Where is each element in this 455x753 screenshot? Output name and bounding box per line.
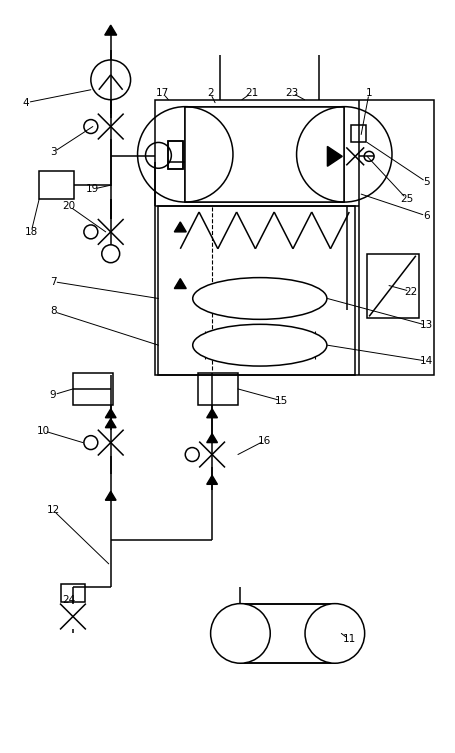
Text: 23: 23 — [284, 88, 298, 98]
Polygon shape — [105, 409, 116, 418]
Bar — [350, 124, 365, 142]
Circle shape — [210, 604, 270, 663]
Polygon shape — [206, 434, 217, 443]
Text: 9: 9 — [50, 390, 56, 400]
Text: 19: 19 — [86, 184, 99, 194]
Bar — [168, 142, 183, 169]
Text: 17: 17 — [156, 88, 169, 98]
Polygon shape — [174, 222, 186, 232]
Bar — [198, 373, 238, 405]
Text: 21: 21 — [245, 88, 258, 98]
Text: 2: 2 — [207, 88, 213, 98]
Bar — [185, 107, 344, 202]
Text: 10: 10 — [36, 425, 50, 436]
Text: 4: 4 — [23, 98, 30, 108]
Text: 25: 25 — [399, 194, 413, 204]
Bar — [39, 171, 74, 199]
Polygon shape — [174, 279, 186, 288]
Polygon shape — [105, 25, 116, 35]
Text: 14: 14 — [419, 356, 432, 366]
Polygon shape — [105, 491, 116, 500]
Bar — [73, 373, 112, 405]
Bar — [168, 142, 183, 169]
Bar — [366, 254, 418, 319]
Bar — [185, 107, 344, 202]
Text: 12: 12 — [46, 505, 60, 515]
Bar — [185, 107, 344, 202]
Ellipse shape — [192, 325, 326, 366]
Text: 11: 11 — [342, 634, 355, 645]
Text: 6: 6 — [423, 211, 429, 221]
Bar — [61, 584, 85, 602]
Bar — [155, 99, 433, 375]
Polygon shape — [206, 409, 217, 418]
Text: 5: 5 — [423, 177, 429, 187]
Polygon shape — [105, 419, 116, 428]
Text: 18: 18 — [25, 227, 38, 237]
Bar — [240, 604, 334, 663]
Text: 3: 3 — [50, 148, 56, 157]
Text: 8: 8 — [50, 306, 56, 316]
Text: 15: 15 — [274, 396, 288, 406]
Polygon shape — [206, 475, 217, 484]
Text: 22: 22 — [404, 287, 417, 297]
Text: 16: 16 — [258, 435, 271, 446]
Ellipse shape — [192, 278, 326, 319]
Circle shape — [304, 604, 364, 663]
Bar — [158, 206, 354, 375]
Text: 13: 13 — [419, 320, 432, 331]
Text: 7: 7 — [50, 276, 56, 287]
Polygon shape — [327, 146, 342, 166]
Text: 24: 24 — [62, 595, 76, 605]
Bar — [240, 604, 334, 663]
Text: 20: 20 — [62, 201, 76, 211]
Text: 1: 1 — [365, 88, 372, 98]
